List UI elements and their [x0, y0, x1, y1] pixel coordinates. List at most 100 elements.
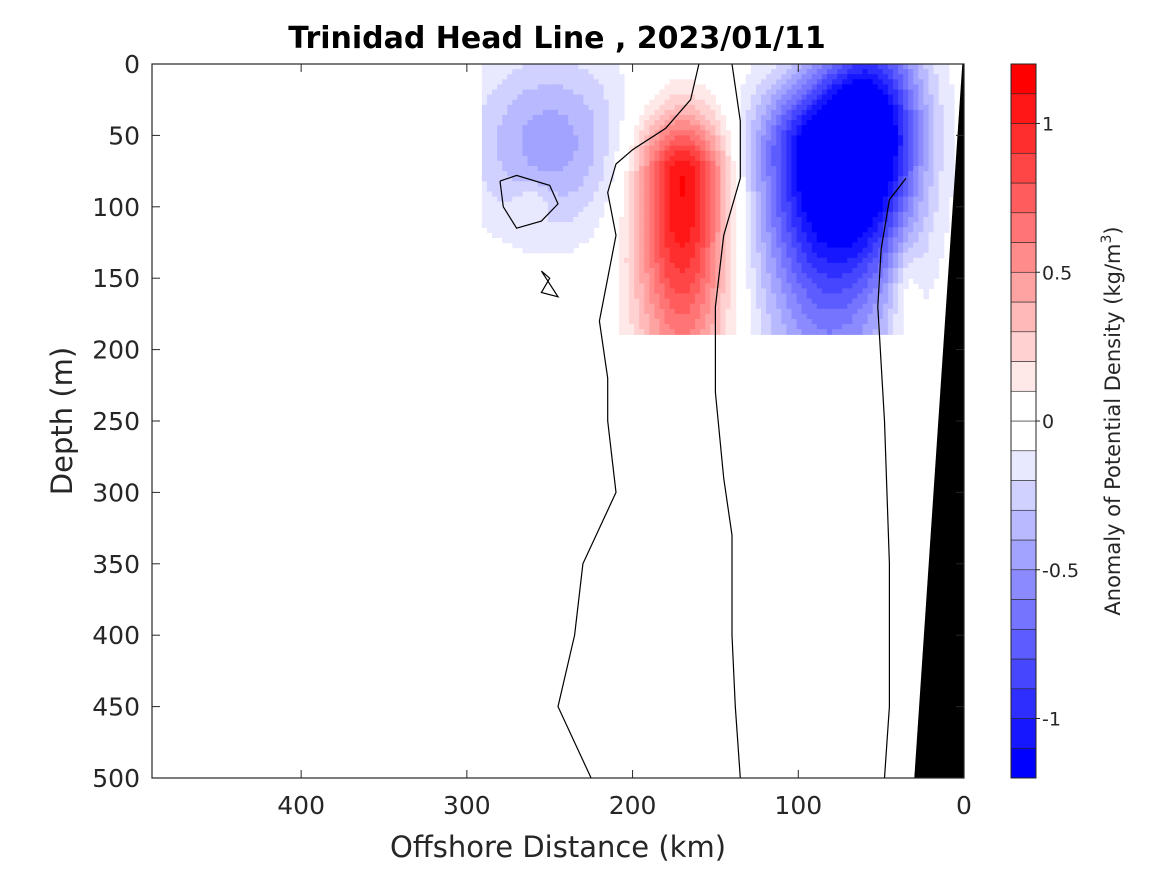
contour-cell [791, 298, 798, 305]
contour-cell [725, 150, 732, 157]
contour-cell [497, 79, 503, 85]
contour-cell [715, 171, 721, 177]
contour-cell [918, 227, 924, 233]
contour-cell [826, 125, 833, 131]
contour-cell [801, 303, 808, 310]
contour-cell [512, 64, 518, 70]
contour-cell [664, 257, 671, 264]
contour-cell [943, 160, 950, 167]
contour-cell [877, 232, 884, 238]
contour-cell [862, 115, 869, 121]
contour-cell [649, 109, 656, 116]
contour-cell [674, 120, 681, 126]
contour-cell [862, 84, 869, 91]
contour-cell [781, 79, 787, 85]
contour-cell [842, 104, 848, 111]
contour-cell [644, 166, 650, 172]
contour-cell [862, 273, 869, 279]
contour-cell [867, 303, 874, 310]
contour-cell [659, 257, 666, 264]
contour-cell [887, 130, 894, 136]
contour-cell [684, 329, 691, 335]
contour-cell [522, 130, 529, 136]
contour-cell [761, 171, 767, 177]
contour-cell [857, 69, 864, 75]
contour-cell [502, 120, 508, 126]
contour-cell [654, 319, 661, 325]
contour-cell [715, 247, 721, 254]
contour-cell [669, 160, 676, 167]
contour-cell [908, 135, 914, 142]
contour-cell [486, 166, 493, 172]
contour-cell [522, 115, 529, 121]
contour-cell [710, 166, 716, 172]
contour-cell [502, 191, 508, 198]
contour-cell [710, 135, 716, 142]
contour-cell [796, 135, 803, 142]
contour-cell [867, 206, 874, 213]
contour-cell [837, 130, 843, 136]
contour-cell [618, 268, 625, 274]
contour-cell [639, 130, 645, 136]
contour-cell [755, 211, 762, 218]
contour-cell [898, 120, 904, 126]
contour-cell [826, 171, 833, 177]
contour-cell [806, 125, 813, 131]
contour-cell [826, 324, 833, 330]
contour-cell [887, 140, 894, 147]
contour-cell [750, 181, 757, 187]
contour-cell [791, 257, 798, 264]
contour-cell [938, 217, 945, 223]
contour-cell [918, 242, 924, 249]
contour-cell [918, 247, 924, 254]
contour-cell [552, 125, 559, 131]
contour-cell [537, 217, 544, 223]
contour-cell [898, 135, 904, 142]
contour-cell [537, 206, 544, 213]
colorbar-bands [1010, 63, 1037, 779]
contour-cell [761, 120, 767, 126]
contour-cell [892, 217, 899, 223]
contour-cell [923, 140, 930, 147]
contour-cell [786, 64, 793, 70]
contour-cell [933, 120, 940, 126]
contour-cell [725, 252, 732, 259]
contour-cell [806, 104, 813, 111]
colorbar-band [1010, 123, 1037, 154]
contour-cell [507, 232, 513, 238]
contour-cell [542, 69, 549, 75]
contour-cell [547, 64, 554, 70]
contour-cell [537, 232, 544, 238]
contour-cell [618, 79, 625, 85]
contour-cell [898, 155, 904, 162]
contour-cell [705, 125, 711, 131]
contour-cell [603, 150, 610, 157]
contour-cell [583, 206, 590, 213]
contour-cell [497, 69, 503, 75]
contour-cell [806, 262, 813, 269]
contour-cell [811, 109, 818, 116]
contour-cell [700, 120, 706, 126]
contour-cell [892, 191, 899, 198]
zero-contour [877, 177, 907, 779]
contour-cell [588, 135, 595, 142]
contour-cell [695, 196, 701, 203]
contour-cell [644, 293, 650, 300]
contour-cell [639, 298, 645, 305]
contour-cell [781, 155, 787, 162]
contour-cell [892, 74, 899, 80]
contour-cell [588, 196, 595, 203]
contour-cell [481, 120, 488, 126]
contour-cell [522, 160, 529, 167]
colorbar-band [1010, 301, 1037, 333]
contour-cell [892, 79, 899, 85]
contour-cell [700, 171, 706, 177]
contour-cell [842, 99, 848, 106]
contour-cell [938, 64, 945, 70]
contour-cell [629, 324, 635, 330]
contour-cell [913, 232, 919, 238]
contour-cell [801, 69, 808, 75]
contour-cell [898, 278, 904, 284]
contour-cell [644, 298, 650, 305]
contour-cell [826, 257, 833, 264]
